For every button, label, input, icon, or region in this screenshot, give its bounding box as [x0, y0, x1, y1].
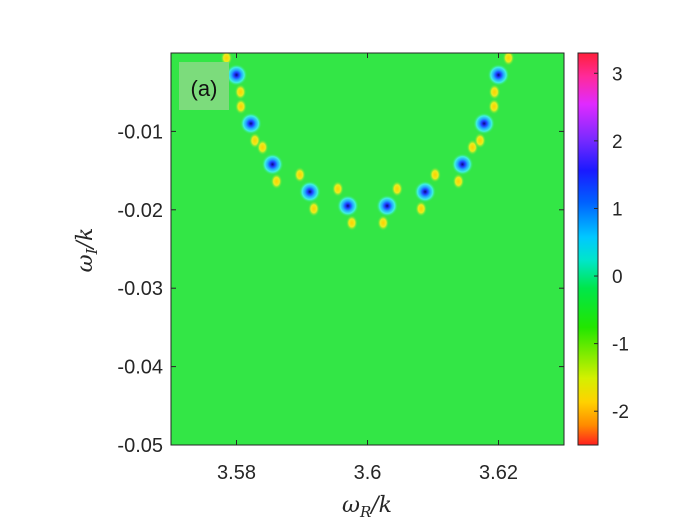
root-lobe — [391, 180, 404, 197]
root-lobe — [270, 173, 283, 190]
y-tick-label: -0.04 — [117, 357, 163, 379]
root-lobe — [293, 166, 306, 183]
root-point — [414, 180, 437, 203]
root-point — [239, 112, 262, 135]
y-tick-label: -0.05 — [117, 435, 163, 457]
y-tick-label: -0.01 — [117, 121, 163, 143]
root-lobe — [452, 173, 465, 190]
heatmap-background — [171, 53, 564, 445]
root-point — [451, 153, 474, 176]
y-tick-label: -0.02 — [117, 200, 163, 222]
root-point — [376, 194, 399, 217]
heatmap-features — [220, 53, 515, 231]
root-lobe — [234, 83, 247, 100]
root-lobe — [345, 214, 358, 231]
root-lobe — [474, 132, 487, 149]
root-point — [261, 153, 284, 176]
colorbar — [577, 52, 599, 446]
root-lobe — [234, 98, 247, 115]
colorbar-tick-label: 2 — [612, 132, 623, 153]
root-lobe — [488, 83, 501, 100]
root-lobe — [415, 200, 428, 217]
x-axis: 3.58 3.6 3.62 — [217, 53, 518, 484]
root-lobe — [377, 214, 390, 231]
x-axis-label: ωR/k — [342, 493, 392, 521]
x-tick-label: 3.6 — [354, 462, 382, 484]
root-point — [298, 180, 321, 203]
colorbar-axis: 3 2 1 0 -1 -2 — [594, 64, 629, 423]
colorbar-tick-label: 3 — [612, 64, 623, 85]
root-lobe — [256, 139, 269, 156]
colorbar-tick-label: 1 — [612, 199, 623, 220]
y-axis-label: ωI/k — [73, 228, 101, 273]
panel-label: (a) — [191, 76, 218, 101]
root-point — [487, 63, 510, 86]
root-lobe — [307, 200, 320, 217]
root-lobe — [331, 180, 344, 197]
x-tick-label: 3.58 — [217, 462, 256, 484]
root-lobe — [488, 98, 501, 115]
root-lobe — [429, 166, 442, 183]
y-tick-label: -0.03 — [117, 278, 163, 300]
colorbar-tick-label: -2 — [612, 402, 629, 423]
colorbar-tick-label: -1 — [612, 335, 629, 356]
root-lobe — [502, 53, 515, 66]
root-point — [225, 63, 248, 86]
root-point — [473, 112, 496, 135]
root-point — [336, 194, 359, 217]
x-tick-label: 3.62 — [479, 462, 518, 484]
colorbar-tick-label: 0 — [612, 267, 623, 288]
panel-label-box — [179, 62, 229, 110]
y-axis: -0.01 -0.02 -0.03 -0.04 -0.05 — [117, 121, 564, 457]
